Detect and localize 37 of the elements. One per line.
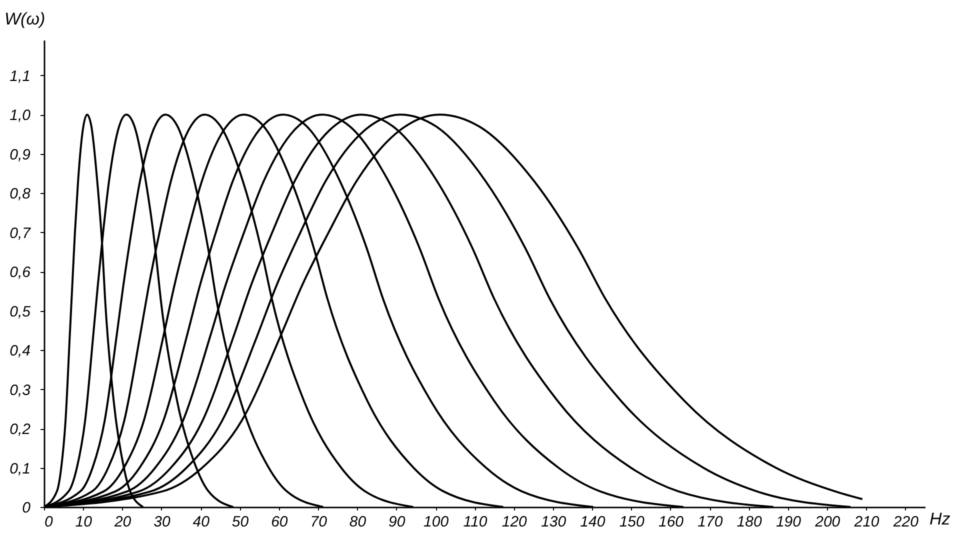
- x-tick-label: 180: [736, 514, 762, 530]
- x-tick-label: 100: [424, 514, 450, 530]
- y-tick-label: 0,7: [10, 224, 32, 242]
- x-tick-label: 20: [113, 514, 132, 530]
- y-axis-title: W(ω): [4, 10, 46, 28]
- y-tick-label: 0: [22, 500, 32, 516]
- x-tick-label: 170: [698, 514, 724, 530]
- y-tick-label: 1,0: [10, 107, 32, 124]
- x-tick-label: 220: [892, 514, 920, 530]
- x-tick-label: 0: [44, 514, 54, 530]
- y-tick-label: 0,5: [10, 303, 32, 320]
- x-tick-label: 90: [388, 514, 406, 530]
- x-tick-label: 40: [192, 514, 210, 530]
- x-axis-title: Hz: [930, 510, 951, 528]
- y-tick-label: 0,6: [10, 264, 32, 282]
- x-tick-label: 10: [75, 514, 93, 530]
- y-tick-label: 0,9: [10, 146, 32, 164]
- x-tick-label: 30: [154, 514, 171, 530]
- y-tick-label: 0,1: [10, 460, 30, 478]
- x-tick-label: 200: [814, 514, 841, 530]
- x-tick-label: 190: [776, 514, 802, 530]
- x-tick-label: 210: [853, 514, 880, 530]
- x-tick-label: 80: [349, 514, 367, 530]
- y-tick-label: 0,2: [10, 421, 32, 438]
- y-tick-label: 1,1: [10, 68, 30, 85]
- x-tick-label: 130: [541, 514, 567, 530]
- x-tick-label: 60: [271, 514, 288, 530]
- x-tick-label: 120: [502, 514, 528, 530]
- y-tick-label: 0,4: [10, 342, 30, 360]
- y-tick-label: 0,8: [10, 186, 32, 203]
- x-tick-label: 110: [463, 514, 488, 530]
- y-tick-label: 0,3: [10, 382, 32, 399]
- x-tick-label: 160: [658, 514, 684, 530]
- x-tick-label: 70: [310, 514, 328, 530]
- x-tick-label: 150: [619, 514, 645, 530]
- x-tick-label: 140: [580, 514, 606, 530]
- x-tick-label: 50: [232, 514, 250, 530]
